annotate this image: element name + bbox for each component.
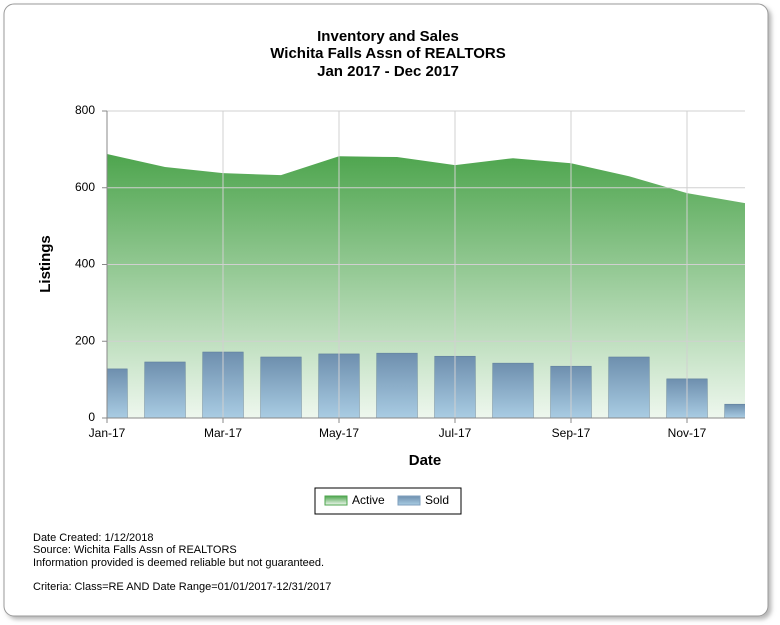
bar	[107, 368, 128, 418]
y-axis-label: Listings	[37, 235, 54, 293]
bar	[608, 356, 650, 418]
bar	[724, 403, 745, 418]
note: Date Created: 1/12/2018	[33, 532, 153, 544]
y-tick-label: 0	[88, 410, 95, 424]
y-tick-label: 400	[75, 257, 95, 271]
bar	[144, 361, 186, 418]
plot-area	[107, 153, 745, 418]
legend-label: Sold	[425, 493, 449, 507]
bar	[492, 362, 534, 418]
bar	[260, 356, 302, 418]
chart-title: Inventory and Sales	[317, 28, 459, 45]
y-tick-label: 200	[75, 333, 95, 347]
chart-title: Wichita Falls Assn of REALTORS	[270, 45, 505, 62]
note: Information provided is deemed reliable …	[33, 557, 324, 569]
area	[107, 153, 745, 418]
x-tick-label: Jan-17	[89, 426, 126, 440]
y-tick-label: 800	[75, 103, 95, 117]
y-tick-label: 600	[75, 180, 95, 194]
note: Criteria: Class=RE AND Date Range=01/01/…	[33, 581, 331, 593]
chart-title: Jan 2017 - Dec 2017	[317, 63, 459, 80]
x-tick-label: Sep-17	[552, 426, 591, 440]
x-tick-label: Mar-17	[204, 426, 242, 440]
x-tick-label: Nov-17	[668, 426, 707, 440]
note: Source: Wichita Falls Assn of REALTORS	[33, 544, 237, 556]
x-axis-label: Date	[409, 452, 442, 469]
bar	[376, 352, 418, 418]
x-tick-label: Jul-17	[439, 426, 472, 440]
x-tick-label: May-17	[319, 426, 359, 440]
legend-label: Active	[352, 493, 385, 507]
legend-swatch	[397, 495, 421, 506]
legend-swatch	[324, 495, 348, 506]
